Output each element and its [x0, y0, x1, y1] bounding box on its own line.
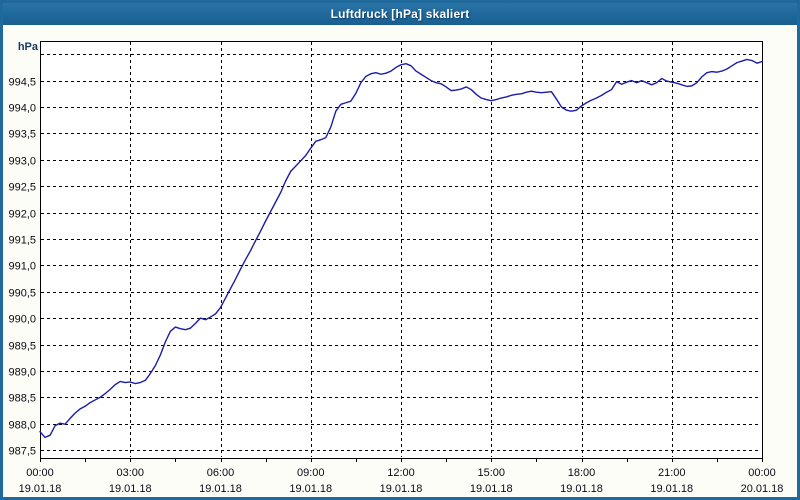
y-axis-tick-label: 990,5: [8, 288, 36, 300]
window-title: Luftdruck [hPa] skaliert: [330, 7, 470, 21]
chart-area: 987,5 988,0 988,5 989,0 989,5 990,0 990,5 991,0…: [3, 25, 797, 497]
y-axis-tick-label: 992,5: [8, 182, 36, 194]
y-axis-tick-label: 988,5: [8, 393, 36, 405]
y-axis-tick-label: 990,0: [8, 314, 36, 326]
y-axis-tick-label: 991,5: [8, 235, 36, 247]
y-axis-tick-label: 994,5: [8, 77, 36, 89]
y-axis-tick-label: 992,0: [8, 209, 36, 221]
plot-frame: [40, 41, 763, 459]
y-axis-tick-label: 993,5: [8, 129, 36, 141]
x-axis-time-label: 00:00: [26, 467, 54, 479]
x-axis-time-label: 21:00: [658, 467, 686, 479]
y-axis-tick-label: 988,0: [8, 420, 36, 432]
pressure-line-chart: 987,5 988,0 988,5 989,0 989,5 990,0 990,5 991,0…: [8, 41, 784, 495]
pressure-series-line: [39, 58, 763, 439]
x-axis-time-label: 00:00: [748, 467, 776, 479]
x-axis-date-label: 19.01.18: [199, 483, 242, 495]
x-axis-date-label: 19.01.18: [19, 483, 62, 495]
x-axis-time-label: 15:00: [477, 467, 505, 479]
x-axis-date-label: 19.01.18: [650, 483, 693, 495]
x-axis-date-label: 19.01.18: [289, 483, 332, 495]
y-axis-tick-label: 993,0: [8, 156, 36, 168]
y-axis-unit-label: hPa: [18, 41, 39, 53]
x-axis-time-label: 06:00: [207, 467, 235, 479]
x-axis-date-label: 19.01.18: [109, 483, 152, 495]
x-axis-date-label: 19.01.18: [560, 483, 603, 495]
x-axis-date-label: 19.01.18: [470, 483, 513, 495]
x-axis-time-label: 12:00: [387, 467, 415, 479]
window-title-bar[interactable]: Luftdruck [hPa] skaliert: [3, 3, 797, 25]
x-axis-date-label: 20.01.18: [741, 483, 784, 495]
y-axis-tick-label: 991,0: [8, 261, 36, 273]
y-axis-tick-label: 994,0: [8, 103, 36, 115]
x-axis-time-label: 03:00: [116, 467, 144, 479]
y-axis-tick-label: 989,5: [8, 341, 36, 353]
y-axis-tick-label: 987,5: [8, 446, 36, 458]
y-axis-tick-label: 989,0: [8, 367, 36, 379]
x-axis-date-label: 19.01.18: [380, 483, 423, 495]
x-axis-time-label: 09:00: [297, 467, 325, 479]
x-axis-time-label: 18:00: [568, 467, 596, 479]
